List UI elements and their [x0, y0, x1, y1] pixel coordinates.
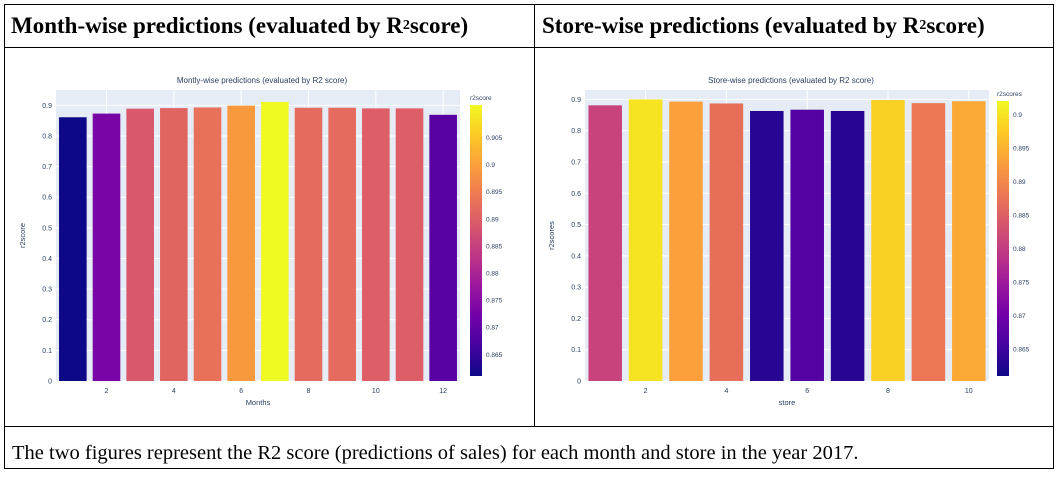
bar — [750, 110, 784, 382]
bar — [261, 101, 289, 381]
y-axis-label: r2score — [18, 223, 27, 248]
x-tick-label: 2 — [105, 388, 109, 395]
bar — [126, 108, 154, 381]
caption-divider — [5, 426, 1053, 427]
x-tick-label: 4 — [724, 388, 728, 395]
month-chart-cell: Montly-wise predictions (evaluated by R2… — [6, 48, 533, 425]
y-tick-label: 0.5 — [571, 222, 581, 229]
store-chart-cell: Store-wise predictions (evaluated by R2 … — [535, 48, 1053, 425]
colorbar-tick-label: 0.87 — [1013, 313, 1026, 320]
bar — [193, 107, 222, 382]
figure-caption: The two figures represent the R2 score (… — [12, 442, 859, 464]
store-chart: Store-wise predictions (evaluated by R2 … — [547, 76, 1030, 407]
x-tick-label: 10 — [965, 388, 973, 395]
y-tick-label: 0.8 — [42, 133, 52, 140]
x-tick-label: 10 — [372, 388, 380, 395]
y-tick-label: 0.2 — [571, 316, 581, 323]
colorbar-tick-label: 0.895 — [1013, 145, 1030, 152]
colorbar-tick-label: 0.9 — [1013, 112, 1022, 119]
plot-area — [56, 90, 460, 381]
bar — [709, 103, 744, 381]
y-tick-label: 0.9 — [42, 103, 52, 110]
y-tick-label: 0.3 — [42, 287, 52, 294]
y-tick-label: 0.1 — [42, 348, 52, 355]
y-axis-label: r2scores — [547, 221, 556, 250]
bar — [294, 107, 323, 382]
bar — [830, 110, 865, 382]
y-tick-label: 0.4 — [42, 256, 52, 263]
colorbar-tick-label: 0.885 — [486, 243, 503, 250]
left-header-suffix: score) — [409, 13, 469, 38]
y-tick-label: 0 — [48, 379, 52, 386]
colorbar-tick-label: 0.88 — [486, 271, 499, 278]
y-tick-label: 0.2 — [42, 317, 52, 324]
bar — [628, 99, 663, 382]
bar — [362, 108, 390, 381]
bar — [669, 101, 703, 381]
y-tick-label: 0 — [577, 379, 581, 386]
chart-title: Montly-wise predictions (evaluated by R2… — [177, 76, 348, 85]
bar — [92, 113, 121, 382]
bar — [160, 108, 188, 381]
y-tick-label: 0.8 — [571, 128, 581, 135]
y-tick-label: 0.3 — [571, 285, 581, 292]
bar — [59, 117, 87, 381]
x-tick-label: 8 — [307, 388, 311, 395]
colorbar-tick-label: 0.87 — [486, 325, 499, 332]
bar — [588, 105, 622, 381]
right-header-suffix: score) — [926, 13, 985, 38]
colorbar-tick-label: 0.905 — [486, 135, 503, 142]
colorbar-tick-label: 0.89 — [1013, 179, 1026, 186]
colorbar-tick-label: 0.875 — [486, 298, 503, 305]
bar — [952, 101, 986, 381]
colorbar-tick-label: 0.895 — [486, 189, 503, 196]
bar — [911, 103, 946, 381]
colorbar-tick-label: 0.9 — [486, 162, 495, 169]
x-axis-label: store — [779, 398, 796, 407]
colorbar-tick-label: 0.89 — [486, 216, 499, 223]
bar — [227, 105, 255, 381]
colorbar-tick-label: 0.885 — [1013, 213, 1030, 220]
x-tick-label: 4 — [172, 388, 176, 395]
x-axis-label: Months — [246, 398, 271, 407]
month-chart: Montly-wise predictions (evaluated by R2… — [18, 76, 503, 407]
colorbar — [470, 105, 482, 376]
x-tick-label: 8 — [886, 388, 890, 395]
bar — [790, 109, 824, 382]
colorbar-tick-label: 0.865 — [486, 352, 503, 359]
y-tick-label: 0.6 — [571, 191, 581, 198]
colorbar-title: r2scores — [997, 91, 1023, 98]
bar — [395, 108, 424, 381]
y-tick-label: 0.7 — [42, 164, 52, 171]
y-tick-label: 0.1 — [571, 347, 581, 354]
x-tick-label: 2 — [644, 388, 648, 395]
bar — [871, 100, 905, 381]
right-header-text: Store-wise predictions (evaluated by R — [542, 13, 920, 38]
colorbar-tick-label: 0.88 — [1013, 246, 1026, 253]
colorbar — [997, 101, 1009, 376]
x-tick-label: 6 — [805, 388, 809, 395]
colorbar-title: r2score — [470, 95, 492, 102]
column-divider — [534, 5, 535, 426]
y-tick-label: 0.5 — [42, 225, 52, 232]
y-tick-label: 0.9 — [571, 97, 581, 104]
y-tick-label: 0.7 — [571, 159, 581, 166]
bar — [328, 107, 356, 382]
left-header-text: Month-wise predictions (evaluated by R — [11, 13, 403, 38]
x-tick-label: 6 — [239, 388, 243, 395]
x-tick-label: 12 — [439, 388, 447, 395]
y-tick-label: 0.4 — [571, 253, 581, 260]
colorbar-tick-label: 0.865 — [1013, 347, 1030, 354]
header-divider — [5, 47, 1053, 48]
y-tick-label: 0.6 — [42, 195, 52, 202]
bar — [429, 114, 457, 381]
colorbar-tick-label: 0.875 — [1013, 280, 1030, 287]
chart-title: Store-wise predictions (evaluated by R2 … — [708, 76, 874, 85]
